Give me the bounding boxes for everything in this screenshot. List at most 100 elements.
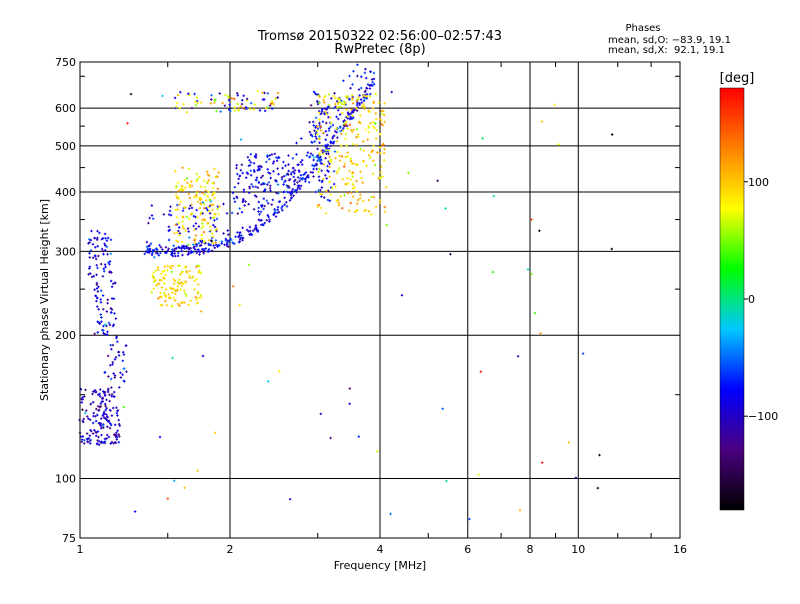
data-point	[323, 196, 326, 199]
data-point	[287, 154, 290, 157]
data-point	[99, 313, 102, 316]
data-point	[325, 189, 328, 193]
data-point	[319, 125, 322, 128]
data-point	[97, 308, 100, 311]
data-point	[208, 198, 211, 202]
data-point	[101, 249, 105, 253]
data-point	[383, 113, 386, 117]
data-point	[198, 253, 201, 256]
data-point	[104, 237, 107, 240]
data-point	[311, 164, 314, 167]
data-point	[182, 103, 185, 106]
data-point	[195, 172, 198, 176]
data-point	[195, 208, 198, 212]
data-point	[321, 120, 325, 123]
data-point	[109, 409, 112, 412]
data-point	[324, 129, 328, 133]
data-point	[248, 229, 252, 233]
data-point	[168, 286, 172, 290]
data-point	[337, 117, 340, 121]
data-point	[113, 376, 117, 379]
data-point	[372, 125, 375, 128]
data-point	[184, 186, 187, 189]
data-point	[308, 121, 311, 124]
data-point	[227, 95, 230, 98]
data-point	[356, 198, 360, 202]
data-point	[163, 299, 167, 303]
data-point	[190, 206, 194, 210]
data-point	[332, 169, 336, 173]
data-point	[318, 158, 322, 162]
data-point	[348, 123, 351, 127]
data-point	[191, 276, 194, 279]
data-point	[348, 402, 351, 405]
data-point	[363, 107, 366, 111]
data-point	[102, 332, 105, 335]
data-point	[156, 268, 160, 271]
data-point	[80, 401, 84, 404]
data-point	[220, 242, 224, 245]
data-point	[190, 184, 194, 188]
data-point	[300, 137, 303, 140]
data-point	[346, 191, 350, 195]
data-point	[530, 273, 533, 276]
data-point	[167, 213, 171, 216]
data-point	[195, 302, 199, 305]
data-point	[107, 375, 110, 378]
data-point	[133, 510, 137, 513]
data-point	[105, 413, 108, 416]
data-point	[98, 392, 101, 396]
data-point	[114, 356, 118, 359]
data-point	[320, 149, 323, 152]
data-point	[352, 128, 355, 132]
data-point	[180, 240, 184, 244]
data-point	[254, 224, 258, 227]
data-point	[205, 198, 208, 202]
data-point	[318, 141, 321, 145]
data-point	[102, 410, 106, 414]
data-point	[362, 149, 365, 152]
data-point	[379, 151, 382, 155]
data-point	[209, 200, 213, 203]
data-point	[104, 404, 107, 408]
data-point	[318, 167, 321, 171]
data-point	[257, 210, 260, 213]
data-point	[202, 248, 206, 251]
data-point	[96, 244, 99, 248]
phases-mean-o: mean, sd,O: −83.9, 19.1	[608, 35, 731, 46]
data-point	[320, 180, 324, 184]
data-point	[374, 112, 377, 115]
data-point	[351, 195, 355, 198]
data-point	[161, 270, 165, 273]
data-point	[180, 187, 183, 190]
data-point	[182, 188, 185, 191]
data-point	[233, 97, 236, 101]
data-point	[168, 209, 172, 213]
data-point	[212, 223, 215, 227]
data-point	[230, 97, 234, 100]
data-point	[325, 121, 328, 125]
data-point	[293, 180, 296, 183]
data-point	[95, 273, 98, 276]
data-point	[327, 105, 330, 109]
data-point	[176, 254, 180, 258]
data-point	[346, 177, 349, 180]
data-point	[200, 237, 204, 240]
data-point	[334, 156, 337, 160]
data-point	[179, 200, 183, 203]
x-tick-label: 4	[377, 543, 384, 556]
data-point	[289, 193, 293, 197]
data-point	[276, 91, 280, 95]
data-point	[199, 310, 203, 313]
data-point	[96, 405, 100, 408]
data-point	[90, 229, 93, 233]
data-point	[540, 120, 544, 123]
data-point	[172, 479, 176, 482]
data-point	[315, 137, 318, 140]
data-point	[211, 208, 214, 212]
data-point	[329, 116, 332, 119]
data-point	[144, 250, 148, 254]
data-points	[78, 63, 614, 521]
data-point	[186, 227, 190, 230]
